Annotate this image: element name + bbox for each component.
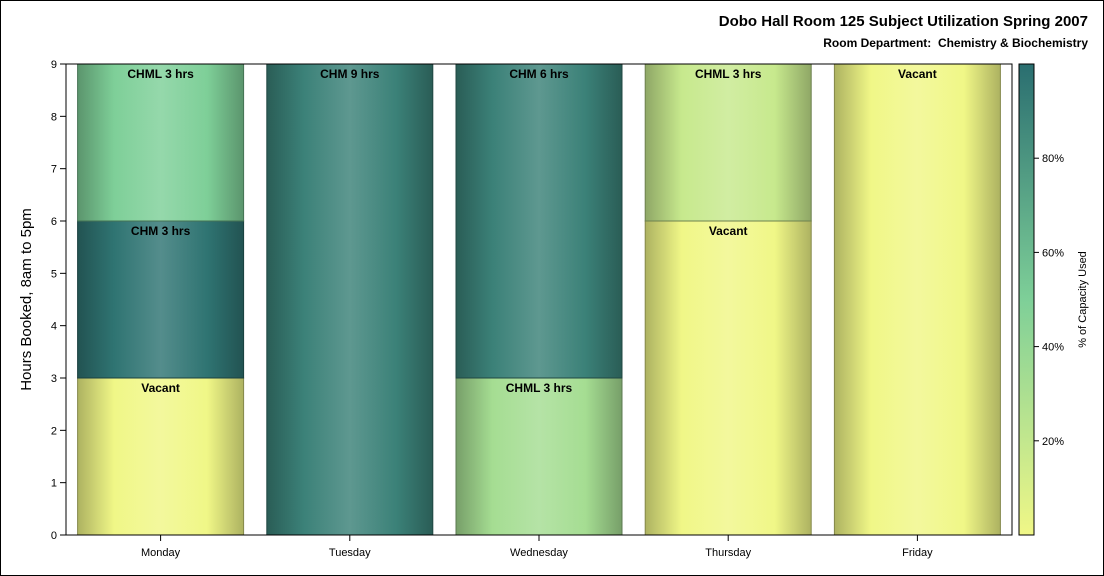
segment-label-monday-1: Vacant xyxy=(141,381,180,395)
x-tick-label-thursday: Thursday xyxy=(705,547,751,559)
bar-segment-friday-1[interactable] xyxy=(833,63,1001,536)
y-tick-label: 8 xyxy=(51,111,57,123)
segment-label-thursday-2: CHML 3 hrs xyxy=(695,67,762,81)
segment-label-wednesday-1: CHML 3 hrs xyxy=(506,381,573,395)
bar-segment-monday-2[interactable] xyxy=(77,220,245,379)
x-tick-label-friday: Friday xyxy=(902,547,933,559)
x-tick-label-tuesday: Tuesday xyxy=(329,547,371,559)
bar-segment-monday-1[interactable] xyxy=(77,377,245,536)
y-tick-label: 2 xyxy=(51,425,57,437)
segment-label-wednesday-2: CHM 6 hrs xyxy=(509,67,569,81)
segment-label-monday-2: CHM 3 hrs xyxy=(131,224,191,238)
colorbar-tick-label: 80% xyxy=(1042,153,1064,165)
segment-label-thursday-1: Vacant xyxy=(709,224,748,238)
bar-segment-tuesday-1[interactable] xyxy=(266,63,434,536)
colorbar-title: % of Capacity Used xyxy=(1077,251,1089,348)
chart-title: Dobo Hall Room 125 Subject Utilization S… xyxy=(718,13,1088,30)
y-tick-label: 6 xyxy=(51,216,57,228)
axes-group: 0 1 2 3 4 5 6 7 8 9 Monday Tuesday Wednesday Thursday… xyxy=(18,59,1013,559)
y-tick-label: 3 xyxy=(51,373,57,385)
segment-label-monday-3: CHML 3 hrs xyxy=(127,67,194,81)
segment-label-tuesday-1: CHM 9 hrs xyxy=(320,67,380,81)
y-tick-label: 5 xyxy=(51,268,57,280)
x-tick-label-monday: Monday xyxy=(141,547,181,559)
colorbar-tick-label: 20% xyxy=(1042,436,1064,448)
chart-subtitle: Room Department: Chemistry & Biochemistr… xyxy=(823,36,1088,50)
bar-segment-wednesday-1[interactable] xyxy=(455,377,623,536)
bar-segment-thursday-2[interactable] xyxy=(644,63,812,222)
y-tick-label: 1 xyxy=(51,478,57,490)
colorbar-legend: 20% 40% 60% 80% % of Capacity Used xyxy=(1018,63,1089,536)
colorbar-tick-label: 60% xyxy=(1042,247,1064,259)
colorbar-tick-label: 40% xyxy=(1042,342,1064,354)
y-axis-title: Hours Booked, 8am to 5pm xyxy=(18,208,35,391)
colorbar-ramp xyxy=(1018,63,1035,536)
bar-segment-monday-3[interactable] xyxy=(77,63,245,222)
y-tick-label: 4 xyxy=(51,321,57,333)
bar-segment-thursday-1[interactable] xyxy=(644,220,812,536)
bar-segment-wednesday-2[interactable] xyxy=(455,63,623,379)
segment-label-friday-1: Vacant xyxy=(898,67,937,81)
y-tick-label: 7 xyxy=(51,164,57,176)
y-tick-label: 0 xyxy=(51,530,57,542)
x-tick-label-wednesday: Wednesday xyxy=(510,547,568,559)
bars-group: Vacant CHM 3 hrs CHML 3 hrs CHM 9 hrs CHML 3… xyxy=(77,63,1001,536)
y-tick-label: 9 xyxy=(51,59,57,71)
